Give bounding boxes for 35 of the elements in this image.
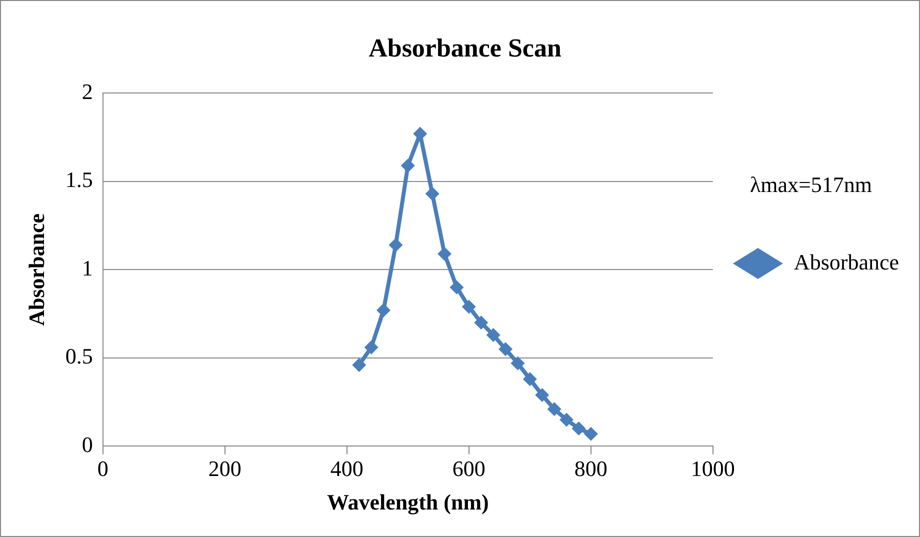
y-tick-label: 0.5 [65, 344, 93, 369]
x-axis-title: Wavelength (nm) [326, 489, 489, 514]
x-tick-label: 600 [452, 456, 486, 482]
text: λmax=517nm [750, 172, 872, 197]
x-tick-label: 400 [330, 456, 364, 482]
point [450, 280, 464, 294]
y-tick-label: 0 [82, 432, 93, 457]
point [425, 186, 440, 201]
x-tick-label: 800 [574, 456, 608, 482]
y-tick-label: 2 [82, 78, 93, 104]
point [498, 342, 513, 356]
x-tick-label: 1000 [690, 456, 735, 482]
point [474, 316, 488, 330]
y-tick-label: 1 [82, 255, 93, 280]
point [560, 412, 574, 427]
point [535, 388, 550, 402]
point [486, 328, 500, 342]
point [352, 358, 366, 372]
point [522, 372, 537, 386]
point [584, 426, 598, 441]
x-tick-label: 200 [208, 456, 242, 482]
point [547, 402, 562, 416]
point [510, 356, 525, 370]
point [438, 246, 452, 261]
y-tick-label: 1.5 [65, 167, 93, 192]
y-axis-title: Absorbance [24, 213, 49, 326]
chart-title: Absorbance Scan [368, 33, 562, 62]
legend-label: Absorbance [794, 249, 900, 274]
point [462, 300, 476, 314]
point [364, 340, 378, 354]
x-tick-label: 0 [97, 456, 108, 482]
point [400, 158, 415, 173]
point [388, 238, 403, 252]
point [572, 422, 586, 436]
point [376, 303, 391, 318]
